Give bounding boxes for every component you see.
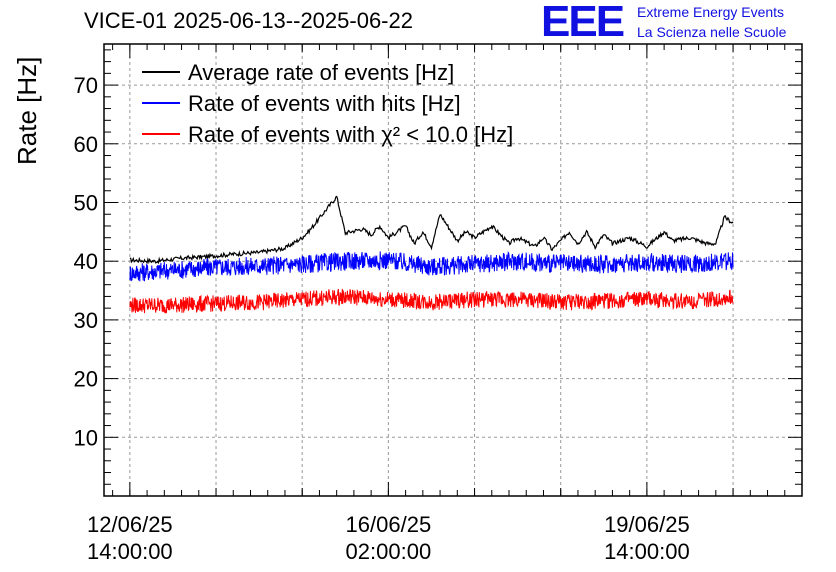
eee-logo: EEE xyxy=(541,0,625,46)
chart-title: VICE-01 2025-06-13--2025-06-22 xyxy=(84,8,413,33)
x-tick-label-date: 12/06/25 xyxy=(87,512,173,537)
legend-label: Rate of events with χ² < 10.0 [Hz] xyxy=(188,122,513,147)
x-tick-label-time: 14:00:00 xyxy=(604,539,690,564)
logo-subtitle-1: Extreme Energy Events xyxy=(637,4,785,20)
y-tick-label: 40 xyxy=(74,249,98,274)
logo-subtitle-2: La Scienza nelle Scuole xyxy=(637,24,787,40)
plot-frame xyxy=(103,43,803,497)
legend-label: Average rate of events [Hz] xyxy=(188,60,454,85)
y-tick-label: 50 xyxy=(74,190,98,215)
x-tick-label-time: 14:00:00 xyxy=(87,539,173,564)
y-tick-label: 70 xyxy=(74,73,98,98)
series-line-1 xyxy=(129,251,734,282)
series-line-2 xyxy=(129,288,734,314)
y-tick-label: 10 xyxy=(74,425,98,450)
x-tick-label-time: 02:00:00 xyxy=(346,539,432,564)
y-tick-label: 20 xyxy=(74,367,98,392)
x-tick-label-date: 16/06/25 xyxy=(346,512,432,537)
y-axis-label: Rate [Hz] xyxy=(12,56,42,165)
y-tick-label: 30 xyxy=(74,308,98,333)
legend-label: Rate of events with hits [Hz] xyxy=(188,91,461,116)
x-tick-label-date: 19/06/25 xyxy=(604,512,690,537)
y-tick-label: 60 xyxy=(74,132,98,157)
series-line-0 xyxy=(129,195,734,265)
